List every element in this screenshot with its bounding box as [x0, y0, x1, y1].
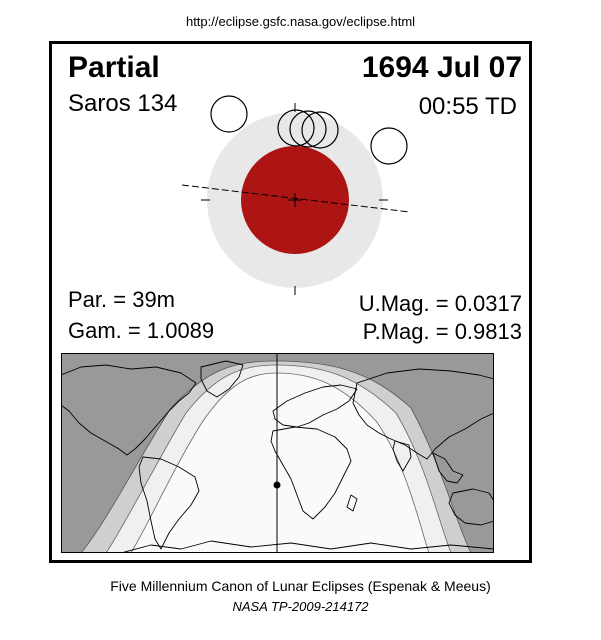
antarctica-outline — [120, 540, 494, 553]
moon-u4 — [301, 111, 339, 149]
boundary-curve-west-inner — [130, 372, 277, 553]
eclipse-time: 00:55 TD — [418, 93, 517, 120]
boundary-curve-east-inner — [275, 372, 430, 553]
greenland-outline — [200, 360, 244, 398]
moon-greatest — [289, 110, 327, 148]
moon-p4 — [370, 127, 408, 165]
eclipse-date: 1694 Jul 07 — [361, 51, 522, 84]
map-border — [61, 353, 494, 553]
penumbral-magnitude: P.Mag. = 0.9813 — [362, 319, 522, 344]
saros-series: Saros 134 — [68, 90, 178, 117]
north-america-outline — [61, 364, 197, 456]
gamma-value: Gam. = 1.0089 — [68, 318, 215, 343]
africa-outline — [270, 426, 352, 520]
boundary-curve-west-outer — [80, 360, 277, 553]
footer-canon-title: Five Millennium Canon of Lunar Eclipses … — [110, 578, 491, 594]
madagascar-outline — [346, 494, 358, 512]
asia-outline — [352, 368, 494, 460]
moon-u1 — [277, 109, 315, 147]
footer-publication: NASA TP-2009-214172 — [232, 599, 369, 614]
south-america-outline — [138, 456, 200, 550]
boundary-curve-east-mid — [275, 364, 452, 553]
boundary-curve-west-mid — [105, 364, 277, 553]
southeast-asia-outline — [432, 452, 464, 484]
partial-duration: Par. = 39m — [68, 287, 176, 312]
eclipse-type: Partial — [68, 51, 160, 84]
europe-outline — [272, 384, 358, 428]
umbral-magnitude: U.Mag. = 0.0317 — [358, 291, 522, 316]
visibility-map — [61, 353, 494, 553]
boundary-curve-east-outer — [275, 360, 472, 553]
moon-p1 — [210, 95, 248, 133]
india-outline — [392, 440, 412, 472]
eclipse-panel-frame — [49, 41, 532, 563]
australia-outline — [448, 488, 494, 526]
greatest-eclipse-marker — [273, 481, 281, 489]
source-url: http://eclipse.gsfc.nasa.gov/eclipse.htm… — [185, 14, 416, 29]
ecliptic-line — [181, 184, 411, 213]
